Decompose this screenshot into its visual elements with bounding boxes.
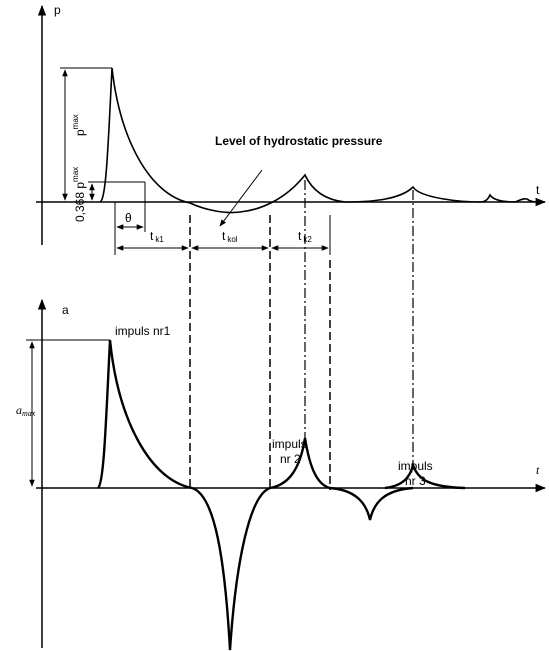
interval-label: t kol bbox=[222, 229, 238, 244]
theta-label: θ bbox=[125, 211, 132, 225]
negative-curve bbox=[329, 486, 414, 521]
impulse-label: nr 2 bbox=[280, 452, 301, 466]
interval-label: t k2 bbox=[298, 229, 312, 244]
annotation: Level of hydrostatic pressure bbox=[215, 134, 383, 148]
impulse-label: impuls bbox=[398, 459, 433, 473]
top-diagram: p t pmax 0,368 pmax θ Level of hydrostat… bbox=[36, 3, 547, 255]
x-axis-label: t bbox=[536, 463, 540, 477]
x-axis-label: t bbox=[536, 183, 540, 197]
impulse-label: impuls nr1 bbox=[115, 324, 171, 338]
peak-label: pmax bbox=[71, 114, 87, 136]
y-axis-label: p bbox=[54, 3, 61, 17]
threshold-label: 0,368 pmax bbox=[71, 167, 87, 222]
interval-label: t k1 bbox=[150, 229, 164, 244]
y-axis-label: a bbox=[62, 303, 69, 317]
annotation-arrow bbox=[219, 169, 263, 227]
impulse-label: impuls bbox=[272, 437, 307, 451]
bottom-diagram: a t amax impuls nr1 impuls nr 2 impuls n… bbox=[16, 298, 547, 651]
impulse-label: nr 3 bbox=[405, 474, 426, 488]
impulse-curve bbox=[269, 437, 331, 490]
peak-label: amax bbox=[16, 403, 36, 418]
negative-curve bbox=[191, 486, 271, 651]
impulse-curve bbox=[384, 460, 466, 490]
impulse-curve bbox=[97, 339, 193, 490]
pressure-curve bbox=[99, 67, 541, 214]
